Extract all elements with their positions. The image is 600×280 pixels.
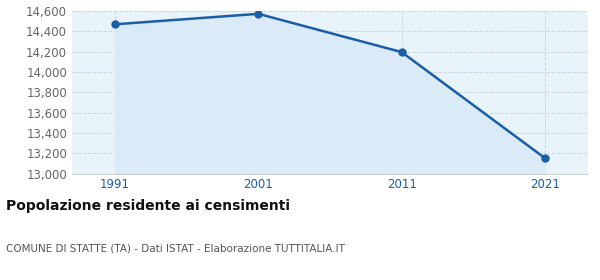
- Text: COMUNE DI STATTE (TA) - Dati ISTAT - Elaborazione TUTTITALIA.IT: COMUNE DI STATTE (TA) - Dati ISTAT - Ela…: [6, 244, 345, 254]
- Text: Popolazione residente ai censimenti: Popolazione residente ai censimenti: [6, 199, 290, 213]
